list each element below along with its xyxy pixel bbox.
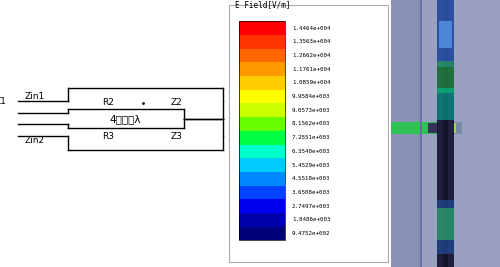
Text: 1.3563e+004: 1.3563e+004 <box>292 40 331 44</box>
Bar <box>437 0 454 67</box>
Bar <box>391 122 462 134</box>
Bar <box>239 62 286 76</box>
Bar <box>391 122 451 134</box>
Bar <box>437 88 454 120</box>
Bar <box>239 21 286 240</box>
Bar <box>429 123 456 133</box>
Bar <box>239 90 286 103</box>
Text: Zin2: Zin2 <box>25 136 45 145</box>
Bar <box>239 199 286 213</box>
Bar <box>420 0 422 267</box>
Bar <box>439 21 452 48</box>
Text: 1.1761e+004: 1.1761e+004 <box>292 67 331 72</box>
Bar <box>437 208 454 240</box>
Bar <box>239 186 286 199</box>
Text: 4分之一λ: 4分之一λ <box>110 114 141 124</box>
Bar <box>239 21 286 35</box>
Text: 8.1562e+003: 8.1562e+003 <box>292 121 331 127</box>
Text: E Field[V/m]: E Field[V/m] <box>234 0 290 9</box>
Bar <box>239 76 286 90</box>
Text: R2: R2 <box>102 98 114 107</box>
Bar <box>239 158 286 172</box>
Bar <box>239 117 286 131</box>
Text: 5.4529e+003: 5.4529e+003 <box>292 163 331 167</box>
Text: 4.5518e+003: 4.5518e+003 <box>292 176 331 181</box>
Bar <box>437 0 454 267</box>
Text: 9.4752e+002: 9.4752e+002 <box>292 231 331 236</box>
Text: 1.4464e+004: 1.4464e+004 <box>292 26 331 31</box>
Text: R3: R3 <box>102 132 115 141</box>
Text: 9.9584e+003: 9.9584e+003 <box>292 94 331 99</box>
Text: 9.0573e+003: 9.0573e+003 <box>292 108 331 113</box>
Bar <box>239 35 286 49</box>
Bar <box>239 144 286 158</box>
Text: 1.2662e+004: 1.2662e+004 <box>292 53 331 58</box>
Bar <box>239 227 286 240</box>
Text: 2.7497e+003: 2.7497e+003 <box>292 204 331 209</box>
Bar <box>239 213 286 227</box>
Bar <box>444 0 448 267</box>
Bar <box>239 103 286 117</box>
Bar <box>239 172 286 186</box>
Text: 7.2551e+003: 7.2551e+003 <box>292 135 331 140</box>
Text: Z3: Z3 <box>170 132 182 141</box>
Text: Zin1: Zin1 <box>25 92 46 101</box>
Bar <box>428 123 437 133</box>
Bar <box>391 0 422 267</box>
Bar <box>239 131 286 144</box>
Bar <box>437 61 454 93</box>
Text: 1.0859e+004: 1.0859e+004 <box>292 80 331 85</box>
Text: 1.8486e+003: 1.8486e+003 <box>292 217 331 222</box>
Text: 6.3540e+003: 6.3540e+003 <box>292 149 331 154</box>
Text: Z1: Z1 <box>0 97 7 106</box>
Bar <box>437 200 454 254</box>
Bar <box>239 49 286 62</box>
Text: Z2: Z2 <box>170 98 182 107</box>
Text: 3.6508e+003: 3.6508e+003 <box>292 190 331 195</box>
